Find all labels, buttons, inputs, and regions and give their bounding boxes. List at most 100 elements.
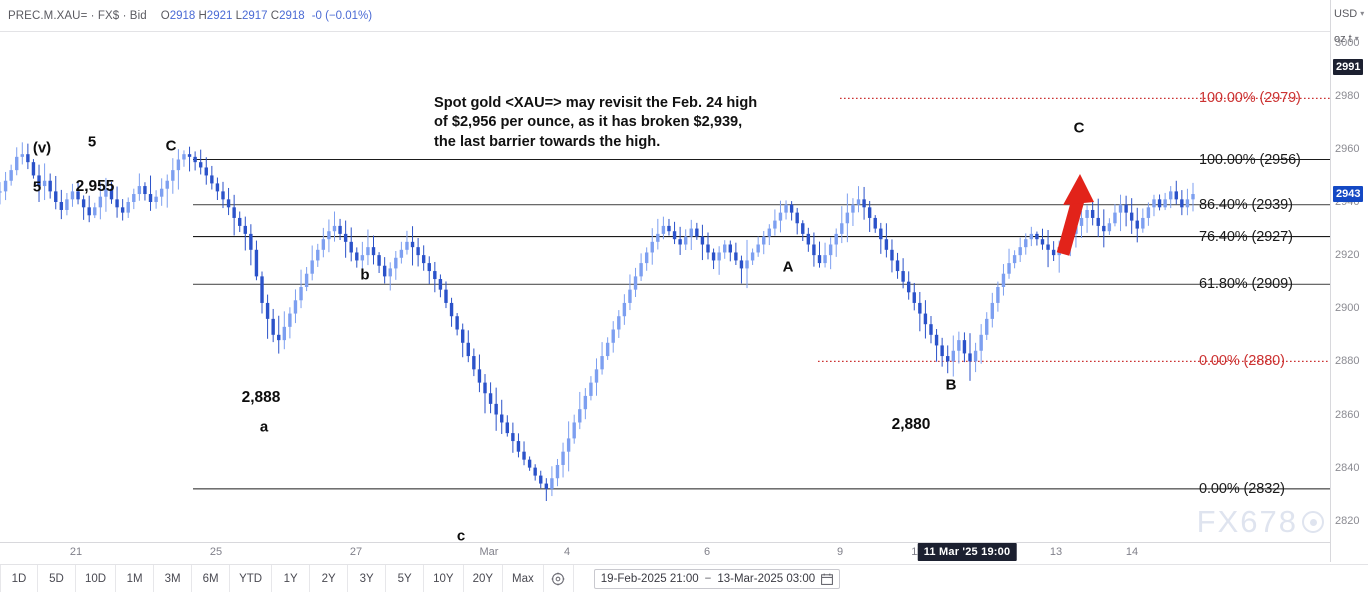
time-tick: 21 <box>69 546 83 558</box>
candle-body <box>165 180 169 189</box>
date-range-field[interactable]: 19-Feb-2025 21:00 − 13-Mar-2025 03:00 <box>593 568 841 589</box>
candle-body <box>377 255 381 266</box>
candle-body <box>59 202 64 210</box>
price-annotation-label: 2,955 <box>75 178 115 195</box>
chart-plot-area[interactable]: 100.00% (2979) 100.00% (2956) 86.40% (2939… <box>0 32 1330 542</box>
open-value: 2918 <box>169 9 196 22</box>
wave-label: C <box>1073 119 1085 137</box>
candle-body <box>1191 194 1195 200</box>
candle-body <box>210 175 214 184</box>
range-button-5d[interactable]: 5D <box>38 564 76 592</box>
chart-settings-button[interactable] <box>543 564 574 592</box>
candle-body <box>884 239 889 250</box>
time-axis[interactable]: 21 25 27 Mar 4 6 9 11 13 14 11 Mar '25 19:00 <box>0 542 1330 564</box>
close-label: C <box>270 9 280 22</box>
candle-body <box>120 207 125 213</box>
crosshair-price-badge: 2943 <box>1333 186 1364 203</box>
range-button-20y[interactable]: 20Y <box>463 564 504 592</box>
price-annotation-label: 2,880 <box>891 416 931 433</box>
price-tick: 2920 <box>1335 249 1360 262</box>
candle-body <box>438 279 443 290</box>
candle-body <box>198 162 203 168</box>
candle-body <box>70 191 75 200</box>
candle-body <box>1035 233 1039 240</box>
range-button-3y[interactable]: 3Y <box>348 564 387 592</box>
range-button-10y[interactable]: 10Y <box>424 564 464 592</box>
wave-label: b <box>360 266 370 284</box>
range-button-ytd[interactable]: YTD <box>230 564 273 592</box>
candle-body <box>667 225 671 232</box>
symbol-label[interactable]: PREC.M.XAU= · FX$ · Bid <box>8 9 147 22</box>
candle-body <box>862 199 866 208</box>
candle-body <box>683 236 688 245</box>
candle-body <box>421 255 426 264</box>
unit-selector[interactable]: oz t ▾ <box>1334 33 1359 45</box>
candle-body <box>711 252 716 261</box>
candle-body <box>455 316 459 330</box>
candle-body <box>48 180 52 192</box>
candle-body <box>132 194 136 202</box>
price-axis[interactable]: USD ▾ oz t ▾ 300029802960294029202900288… <box>1330 0 1368 586</box>
candle-body <box>828 244 833 256</box>
candle-body <box>672 231 677 240</box>
price-tick: 3000 <box>1335 36 1360 49</box>
chart-canvas <box>0 97 1330 502</box>
fib-level-label: 86.40% (2939) <box>1199 196 1293 213</box>
time-tick: 13 <box>1049 546 1063 558</box>
candle-body <box>249 233 253 250</box>
candle-body <box>1024 239 1028 248</box>
candle-body <box>31 162 36 176</box>
candle-body <box>371 247 376 256</box>
range-button-1y[interactable]: 1Y <box>272 564 311 592</box>
candle-body <box>159 188 164 197</box>
range-button-1m[interactable]: 1M <box>116 564 155 592</box>
candle-body <box>533 467 537 476</box>
fib-level-label: 61.80% (2909) <box>1199 276 1293 293</box>
candle-body <box>1146 207 1151 218</box>
range-button-2y[interactable]: 2Y <box>310 564 349 592</box>
candle-body <box>288 313 292 327</box>
candle-body <box>15 156 19 171</box>
unit-value: oz t <box>1334 33 1352 45</box>
range-button-10d[interactable]: 10D <box>76 564 117 592</box>
candle-body <box>343 233 348 242</box>
candle-body <box>477 369 482 383</box>
candle-body <box>0 191 2 193</box>
candle-body <box>26 154 30 163</box>
wave-label: C <box>165 137 177 155</box>
range-button-5y[interactable]: 5Y <box>386 564 425 592</box>
candle-body <box>42 180 47 187</box>
candle-body <box>739 260 744 269</box>
candle-body <box>901 271 905 282</box>
candle-body <box>115 199 119 208</box>
candle-body <box>1085 209 1089 218</box>
range-button-3m[interactable]: 3M <box>154 564 193 592</box>
candle-body <box>912 292 916 303</box>
calendar-icon[interactable] <box>821 573 834 585</box>
candle-body <box>1180 199 1184 208</box>
candle-body <box>795 212 799 224</box>
range-button-6m[interactable]: 6M <box>192 564 231 592</box>
candle-body <box>985 318 989 335</box>
candle-body <box>539 475 543 484</box>
currency-selector[interactable]: USD ▾ <box>1334 8 1364 20</box>
range-button-1d[interactable]: 1D <box>0 564 38 592</box>
gear-icon <box>551 572 565 585</box>
crosshair-time-label: 11 Mar '25 19:00 <box>917 543 1017 561</box>
candle-body <box>310 260 314 274</box>
candle-body <box>873 217 877 229</box>
candle-body <box>472 356 476 370</box>
candle-body <box>890 249 894 261</box>
candle-body <box>338 225 342 234</box>
candle-body <box>1124 204 1128 213</box>
candle-body <box>182 154 186 160</box>
range-button-max[interactable]: Max <box>503 564 544 592</box>
candle-body <box>923 313 928 325</box>
candle-body <box>957 340 961 351</box>
candle-body <box>87 207 91 216</box>
candle-body <box>750 252 755 261</box>
candle-body <box>728 244 732 253</box>
candle-body <box>388 268 392 277</box>
candle-body <box>762 236 766 245</box>
candle-body <box>817 255 822 264</box>
